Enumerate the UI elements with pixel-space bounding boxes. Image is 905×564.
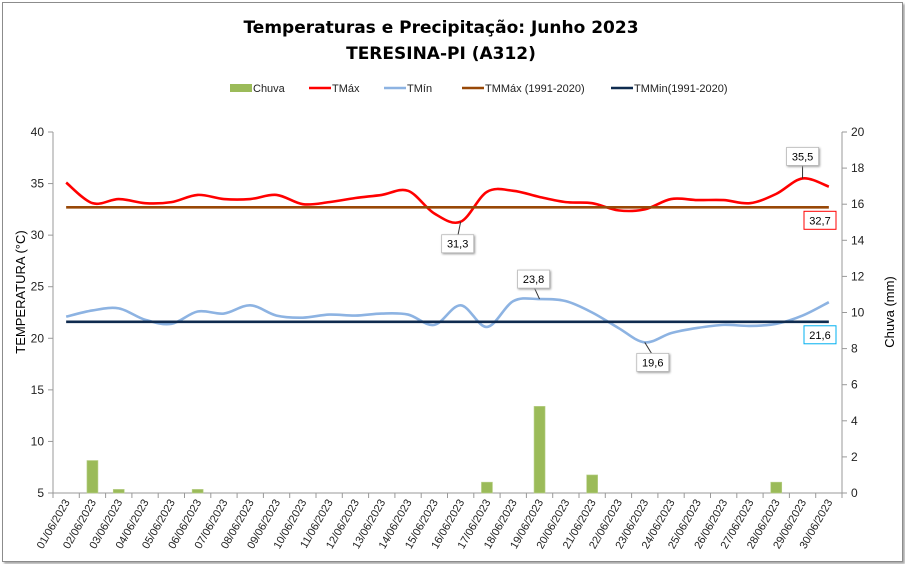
series-tm-x-line: [65, 177, 830, 224]
annotation-leader: [457, 221, 462, 237]
rain-bar: [191, 489, 204, 494]
legend: Chuva TMáx TMín TMMáx (1991-2020) TMMin(1991…: [230, 83, 728, 95]
y-tick-label: 35: [31, 177, 45, 191]
rain-bar: [586, 474, 598, 494]
y2-tick-label: 4: [851, 414, 858, 428]
rain-bar: [86, 460, 99, 494]
y-tick-label: 20: [31, 331, 45, 345]
plot-area: 5101520253035400246810121416182001/06/20…: [31, 125, 865, 551]
y2-axis-label: Chuva (mm): [882, 276, 897, 348]
y-axis-label: TEMPERATURA (°C): [13, 230, 28, 353]
y-tick-label: 10: [31, 434, 45, 448]
y2-tick-label: 20: [851, 125, 865, 139]
y2-tick-label: 18: [851, 161, 865, 175]
rain-bar: [481, 481, 493, 494]
series-tm-n-line: [65, 297, 830, 344]
data-label-box: [517, 269, 550, 289]
rain-bar: [112, 489, 125, 494]
chart-subtitle: TERESINA-PI (A312): [346, 44, 536, 64]
legend-label: TMáx: [332, 83, 360, 95]
y2-tick-label: 10: [851, 306, 865, 320]
data-label: 31,3: [447, 239, 468, 251]
y2-tick-label: 14: [851, 233, 865, 247]
data-label-box: [636, 353, 670, 372]
legend-label: TMMáx (1991-2020): [485, 83, 585, 95]
rain-bar: [533, 406, 546, 494]
rain-bar: [770, 481, 783, 494]
data-label-box: [786, 147, 819, 166]
data-label: 21,6: [809, 330, 830, 342]
y-tick-label: 40: [31, 125, 45, 139]
data-label: 19,6: [642, 357, 663, 369]
data-label: 32,7: [809, 215, 830, 227]
y2-tick-label: 12: [851, 269, 865, 283]
y-tick-label: 25: [31, 280, 45, 294]
y-tick-label: 15: [31, 383, 45, 397]
legend-swatch: [230, 84, 252, 92]
y2-tick-label: 0: [851, 486, 858, 500]
chart-title: Temperaturas e Precipitação: Junho 2023: [243, 18, 638, 38]
y2-tick-label: 6: [851, 378, 858, 392]
y-tick-label: 5: [37, 486, 44, 500]
data-label-box: [803, 325, 837, 345]
data-label-box: [441, 234, 475, 254]
legend-label: TMín: [407, 83, 432, 95]
y2-tick-label: 8: [851, 342, 858, 356]
legend-label: Chuva: [253, 83, 286, 95]
y2-tick-label: 2: [851, 450, 858, 464]
y-tick-label: 30: [31, 228, 45, 242]
y2-tick-label: 16: [851, 197, 865, 211]
legend-label: TMMin(1991-2020): [634, 83, 728, 95]
data-label-box: [803, 210, 837, 230]
data-label: 35,5: [792, 151, 813, 163]
data-label: 23,8: [523, 274, 544, 286]
